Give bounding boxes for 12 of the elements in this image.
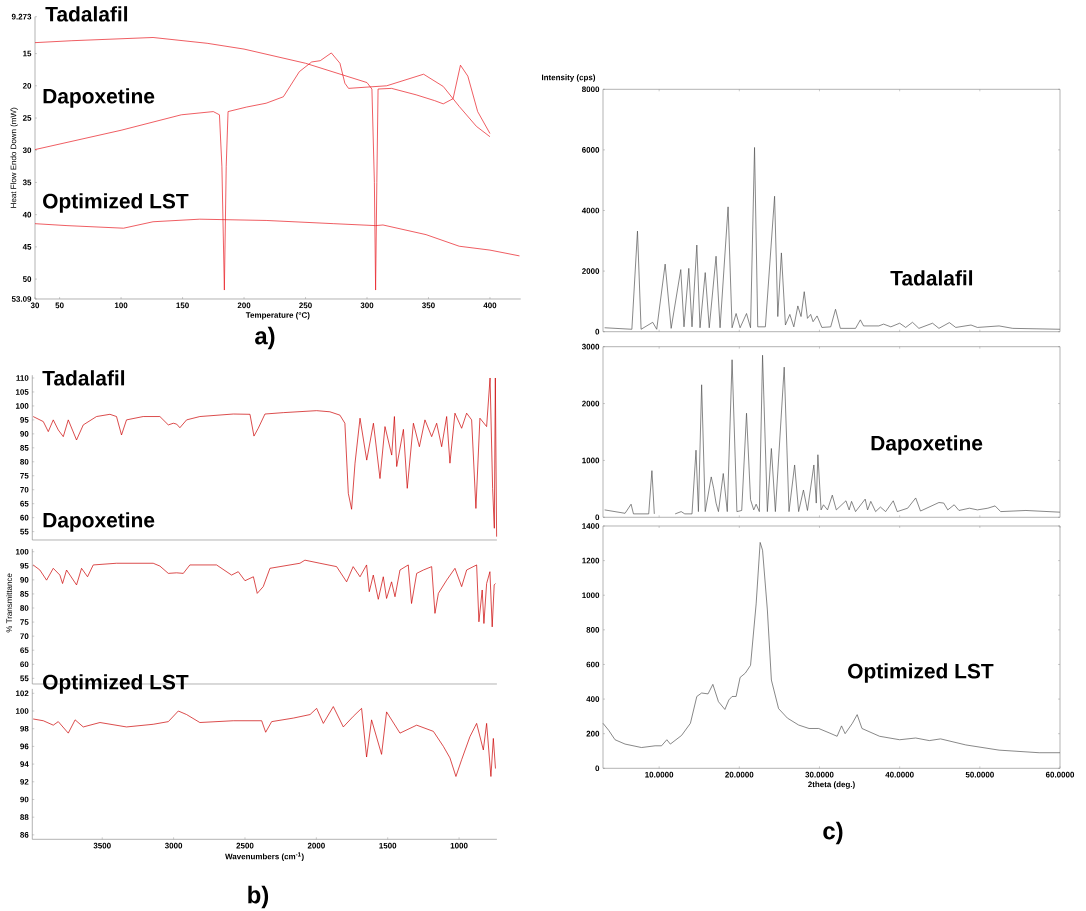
series-label: Optimized LST: [43, 193, 189, 213]
series-label: Optimized LST: [43, 674, 189, 694]
series-label: Tadalafil: [45, 6, 128, 22]
text: c): [823, 821, 843, 845]
series-label: Tadalafil: [890, 270, 973, 286]
series-label: Dapoxetine: [43, 88, 155, 108]
text: Dapoxetine: [871, 435, 983, 455]
series-label: Optimized LST: [848, 663, 994, 683]
series-label: Dapoxetine: [43, 512, 155, 532]
text: a): [255, 326, 275, 350]
series-label: Tadalafil: [42, 370, 125, 386]
text: b): [248, 885, 269, 909]
